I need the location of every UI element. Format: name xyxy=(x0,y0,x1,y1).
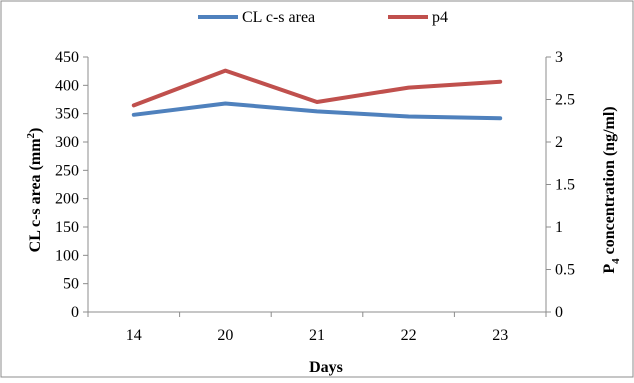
right-y-tick-label: 0 xyxy=(555,304,563,321)
right-y-tick-label: 1 xyxy=(555,219,563,236)
right-y-axis-title: P4 concentration (ng/ml) xyxy=(601,106,622,273)
series-line-2 xyxy=(131,68,503,108)
x-axis-title: Days xyxy=(309,359,343,376)
legend-label: CL c-s area xyxy=(242,9,315,26)
right-y-tick-label: 2 xyxy=(555,134,563,151)
left-y-tick-label: 50 xyxy=(63,276,79,293)
right-y-tick-label: 1.5 xyxy=(555,177,575,194)
left-y-tick-label: 100 xyxy=(55,247,79,264)
left-y-tick-label: 250 xyxy=(55,162,79,179)
left-y-tick-label: 200 xyxy=(55,191,79,208)
legend-label: p4 xyxy=(432,9,448,26)
left-y-tick-label: 450 xyxy=(55,49,79,66)
x-tick-label: 21 xyxy=(309,327,325,344)
left-y-tick-label: 400 xyxy=(55,77,79,94)
x-tick-label: 20 xyxy=(217,327,233,344)
left-y-tick-label: 350 xyxy=(55,106,79,123)
series-line-1 xyxy=(131,101,503,121)
left-y-tick-label: 300 xyxy=(55,134,79,151)
left-y-tick-label: 0 xyxy=(71,304,79,321)
legend: CL c-s area p4 xyxy=(198,9,448,26)
x-tick-label: 14 xyxy=(126,327,142,344)
plot-area: 0 50 100 150 200 250 300 350 400 450 0 0.5 1 1.5 2 2.5 3… xyxy=(55,49,575,344)
x-tick-label: 23 xyxy=(492,327,508,344)
right-y-tick-label: 2.5 xyxy=(555,92,575,109)
right-y-tick-label: 3 xyxy=(555,49,563,66)
left-y-tick-label: 150 xyxy=(55,219,79,236)
left-y-axis-title: CL c-s area (mm2) xyxy=(25,128,44,253)
right-y-tick-label: 0.5 xyxy=(555,262,575,279)
x-tick-label: 22 xyxy=(401,327,417,344)
